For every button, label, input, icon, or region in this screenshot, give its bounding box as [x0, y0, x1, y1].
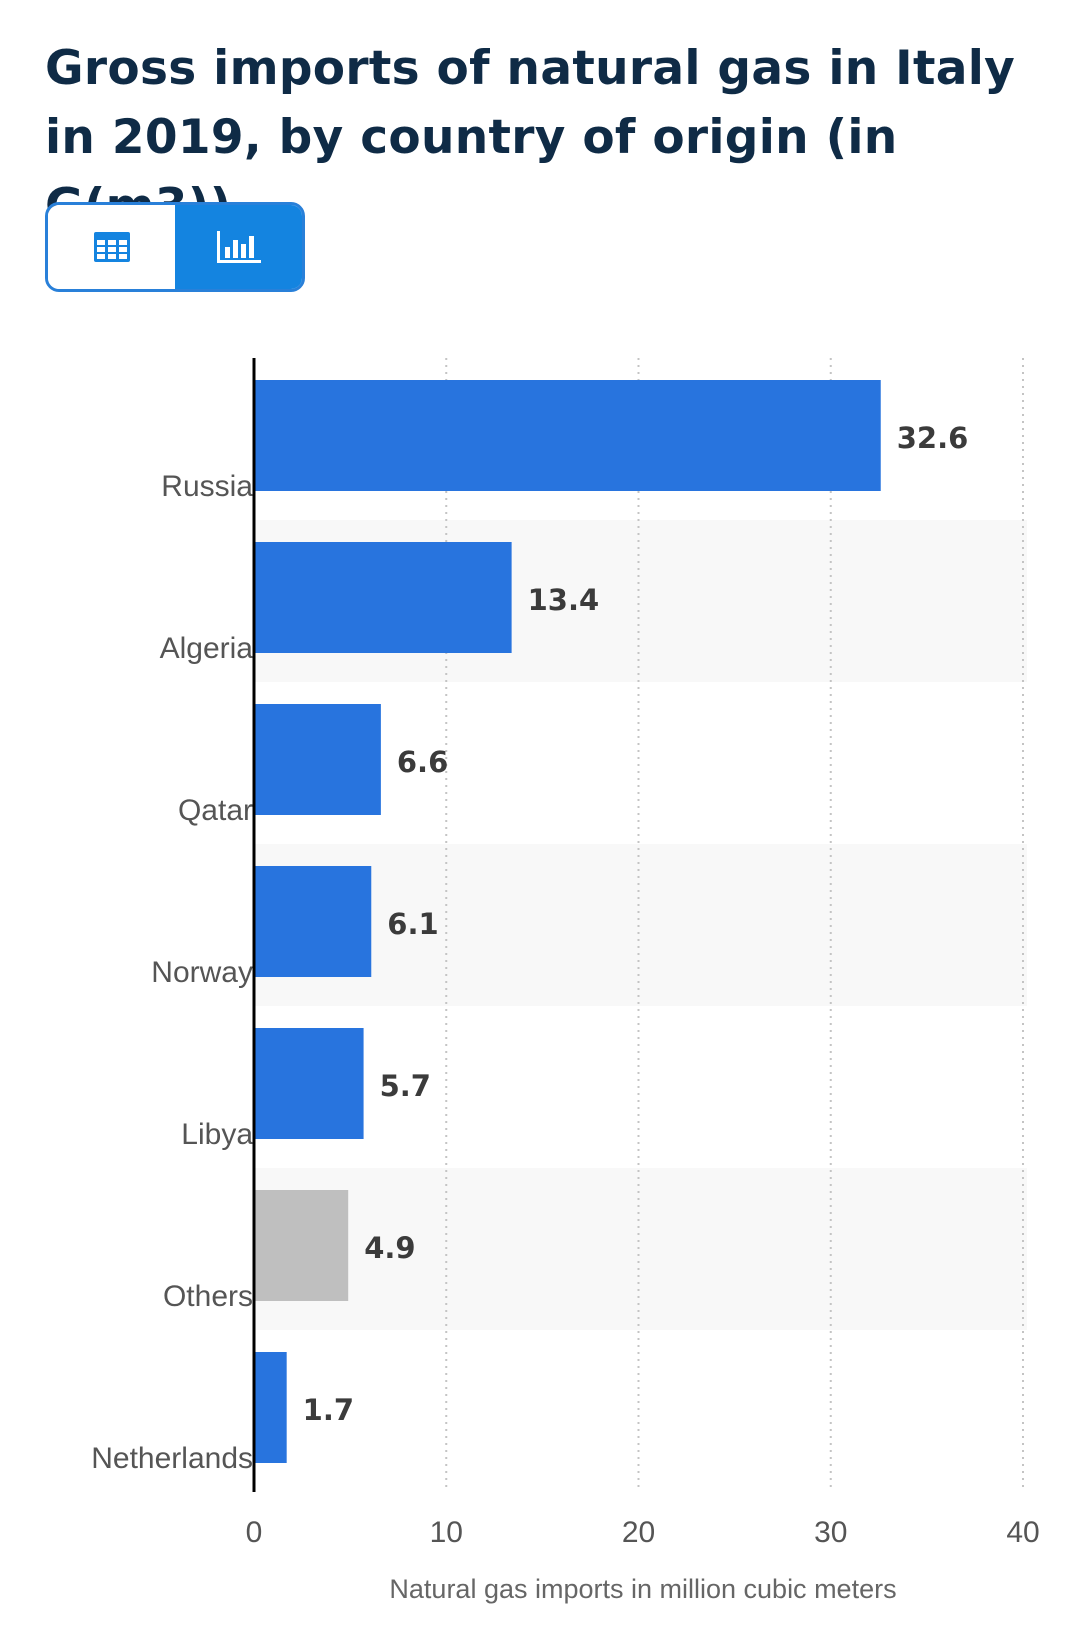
band-background: [254, 1168, 1027, 1330]
category-label: Qatar: [178, 794, 253, 827]
data-label: 32.6: [897, 421, 969, 455]
category-label: Netherlands: [91, 1442, 253, 1475]
category-label: Norway: [151, 956, 253, 989]
table-view-button[interactable]: [48, 205, 175, 289]
x-tick-label: 20: [622, 1516, 655, 1549]
x-tick-label: 0: [246, 1516, 263, 1549]
table-icon: [93, 232, 130, 262]
data-label: 1.7: [303, 1393, 354, 1427]
data-label: 6.6: [397, 745, 448, 779]
chart-view-button[interactable]: [175, 205, 302, 289]
data-label: 13.4: [528, 583, 600, 617]
data-label: 6.1: [387, 907, 438, 941]
bar-norway: [254, 866, 372, 977]
bar-algeria: [254, 542, 512, 653]
view-toggle: [45, 202, 305, 292]
x-tick-label: 30: [814, 1516, 847, 1549]
category-label: Others: [163, 1280, 253, 1313]
chart-title: Gross imports of natural gas in Italy in…: [45, 41, 1016, 234]
bar-libya: [254, 1028, 364, 1139]
x-tick-label: 10: [430, 1516, 463, 1549]
category-label: Russia: [161, 470, 253, 503]
bar-others: [254, 1190, 349, 1301]
band-background: [254, 844, 1027, 1006]
bar-qatar: [254, 704, 381, 815]
category-label: Libya: [181, 1118, 253, 1151]
x-tick-label: 40: [1006, 1516, 1039, 1549]
bar-netherlands: [254, 1352, 287, 1463]
category-label: Algeria: [160, 632, 254, 665]
data-label: 4.9: [364, 1231, 415, 1265]
bar-russia: [254, 380, 881, 491]
bar-chart-icon: [216, 231, 261, 263]
data-label: 5.7: [380, 1069, 431, 1103]
x-axis-title: Natural gas imports in million cubic met…: [389, 1574, 896, 1604]
